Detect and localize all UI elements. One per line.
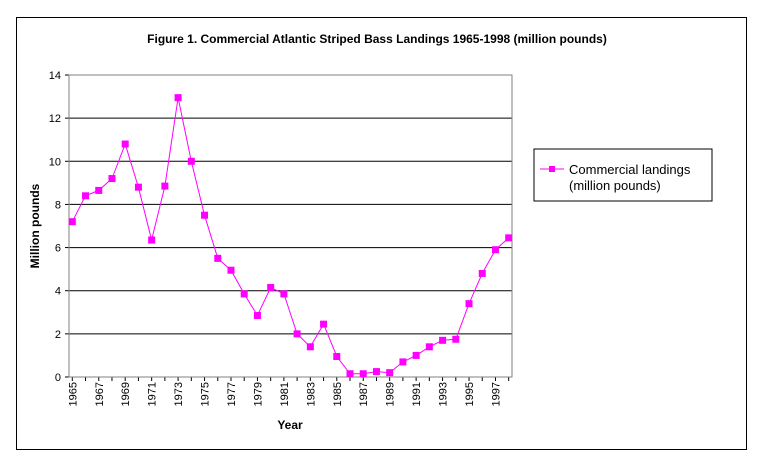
legend-box	[533, 148, 713, 202]
series-layer	[68, 94, 513, 378]
y-tick-label: 10	[49, 156, 61, 168]
data-point	[95, 186, 103, 194]
data-point	[505, 234, 513, 242]
data-point	[201, 211, 209, 219]
y-tick-label: 2	[55, 329, 61, 341]
legend: Commercial landings (million pounds)	[533, 148, 713, 202]
legend-label-line-1: Commercial landings	[569, 162, 691, 177]
x-tick-label: 1969	[120, 382, 132, 406]
x-tick-label: 1987	[358, 382, 370, 406]
data-point	[134, 183, 142, 191]
data-point	[227, 266, 235, 274]
x-tick-label: 1979	[252, 382, 264, 406]
chart-title: Figure 1. Commercial Atlantic Striped Ba…	[147, 32, 607, 46]
data-point	[320, 320, 328, 328]
y-tick-label: 6	[55, 243, 61, 255]
data-point	[306, 343, 314, 351]
data-point	[267, 283, 275, 291]
data-point	[372, 368, 380, 376]
data-point	[121, 140, 129, 148]
x-tick-label: 1997	[490, 382, 502, 406]
data-point	[478, 269, 486, 277]
data-point	[452, 335, 460, 343]
x-tick-label: 1985	[332, 382, 344, 406]
data-point	[465, 300, 473, 308]
x-tick-label: 1975	[200, 382, 212, 406]
y-tick-label: 14	[49, 70, 61, 82]
data-point	[386, 369, 394, 377]
data-point	[280, 290, 288, 298]
data-point	[425, 343, 433, 351]
series-line	[71, 97, 510, 375]
data-point	[240, 290, 248, 298]
data-point	[333, 353, 341, 361]
data-point	[148, 236, 156, 244]
data-point	[346, 370, 354, 378]
x-tick-label: 1973	[173, 382, 185, 406]
y-axis-title: Million pounds	[28, 183, 42, 268]
plot-area	[68, 74, 513, 378]
x-tick-labels: 1965 1967 1969 1971 1973 1975 1977 1979 1981 1983…	[67, 382, 502, 406]
data-point	[293, 330, 301, 338]
data-point	[174, 94, 182, 102]
data-point	[491, 246, 499, 254]
x-tick-label: 1981	[279, 382, 291, 406]
x-tick-label: 1977	[226, 382, 238, 406]
x-tick-label: 1965	[67, 382, 79, 406]
x-tick-label: 1995	[464, 382, 476, 406]
y-tick-label: 12	[49, 113, 61, 125]
x-axis-title: Year	[277, 418, 303, 432]
grid-lines	[65, 74, 512, 381]
data-point	[214, 254, 222, 262]
data-point	[359, 370, 367, 378]
y-tick-label: 0	[55, 372, 61, 384]
y-tick-label: 8	[55, 199, 61, 211]
data-point	[253, 312, 261, 320]
data-point	[161, 182, 169, 190]
data-point	[412, 351, 420, 359]
legend-marker	[549, 166, 555, 172]
data-point	[68, 218, 76, 226]
data-point	[399, 358, 407, 366]
x-tick-label: 1983	[305, 382, 317, 406]
data-point	[439, 336, 447, 344]
x-tick-label: 1967	[94, 382, 106, 406]
legend-label-line-2: (million pounds)	[569, 178, 661, 193]
x-tick-label: 1971	[147, 382, 159, 406]
data-point	[82, 192, 90, 200]
data-point	[108, 175, 116, 183]
data-point	[187, 157, 195, 165]
y-tick-labels: 0 2 4 6 8 10 12 14	[49, 70, 61, 384]
y-tick-label: 4	[55, 286, 61, 298]
x-tick-label: 1989	[385, 382, 397, 406]
x-tick-label: 1991	[411, 382, 423, 406]
x-tick-label: 1993	[438, 382, 450, 406]
chart-frame	[16, 17, 747, 450]
